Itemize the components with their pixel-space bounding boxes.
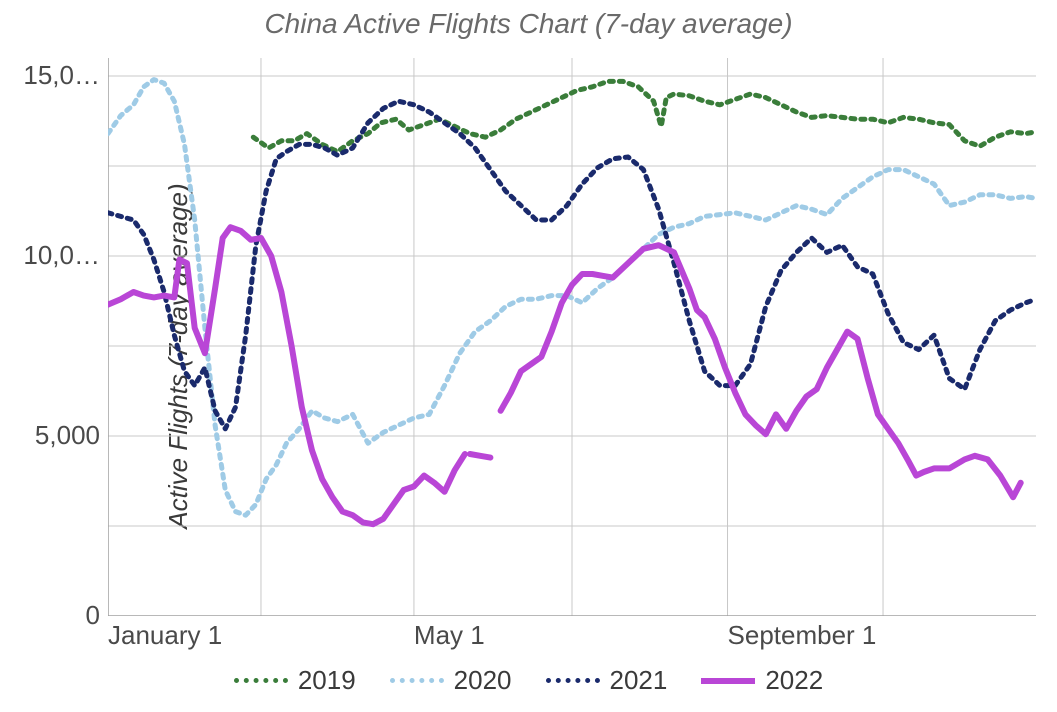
legend-swatch	[701, 678, 755, 684]
series-y2022	[108, 227, 465, 524]
chart-title: China Active Flights Chart (7-day averag…	[0, 8, 1057, 40]
series-y2022	[470, 454, 490, 458]
legend-item-2022: 2022	[701, 665, 823, 696]
legend: 2019 2020 2021 2022	[0, 665, 1057, 696]
legend-swatch	[390, 678, 444, 683]
y-tick-0: 0	[86, 600, 100, 631]
legend-item-2020: 2020	[390, 665, 512, 696]
legend-swatch	[234, 678, 288, 683]
x-tick: May 1	[414, 620, 485, 651]
plot-area	[108, 58, 1036, 616]
legend-label: 2022	[765, 665, 823, 696]
legend-label: 2020	[454, 665, 512, 696]
x-tick: January 1	[108, 620, 222, 651]
series-y2022	[501, 245, 1021, 497]
legend-swatch	[546, 678, 600, 683]
y-tick-15000: 15,0…	[23, 60, 100, 91]
legend-label: 2021	[610, 665, 668, 696]
legend-item-2019: 2019	[234, 665, 356, 696]
legend-label: 2019	[298, 665, 356, 696]
legend-item-2021: 2021	[546, 665, 668, 696]
flights-chart: China Active Flights Chart (7-day averag…	[0, 0, 1057, 712]
series-y2019	[253, 81, 1036, 151]
y-tick-10000: 10,0…	[23, 240, 100, 271]
x-tick: September 1	[728, 620, 877, 651]
y-tick-5000: 5,000	[35, 420, 100, 451]
